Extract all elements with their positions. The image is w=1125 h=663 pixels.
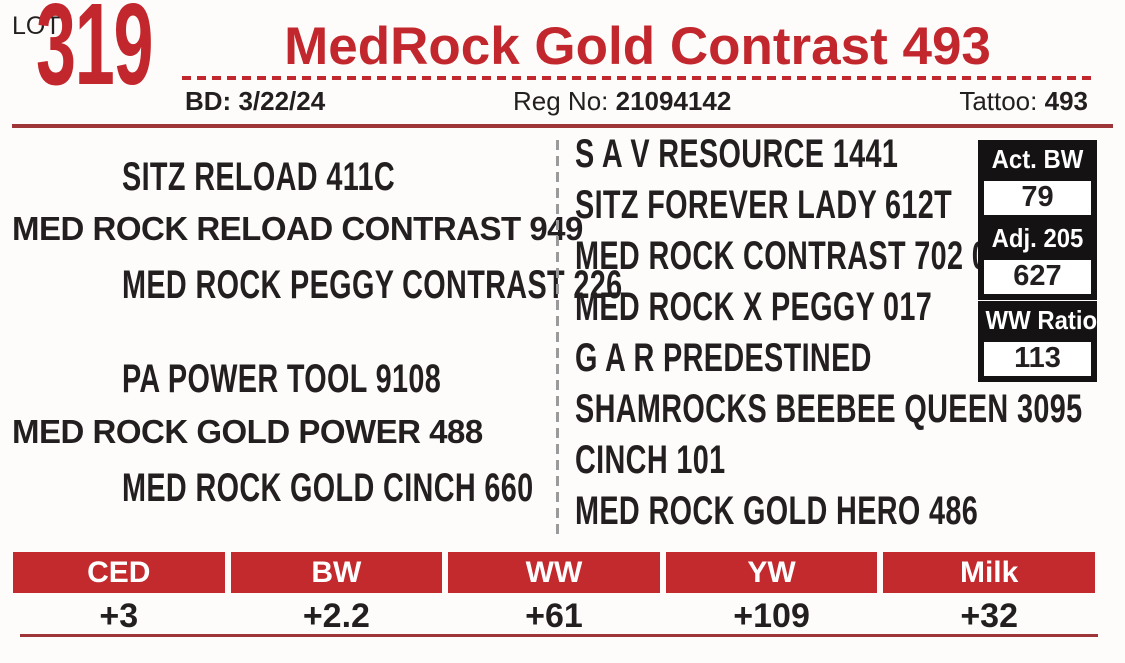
- pedigree-ancestor-8: MED ROCK GOLD HERO 486: [575, 489, 979, 533]
- pedigree-dam-dam: MED ROCK GOLD CINCH 660: [122, 466, 534, 510]
- epd-column-bw: BW +2.2: [230, 552, 443, 636]
- registration-number: Reg No: 21094142: [513, 86, 731, 117]
- page-title: MedRock Gold Contrast 493: [284, 17, 991, 76]
- stat-box-adjusted-205: Adj. 205 627: [978, 219, 1097, 301]
- tattoo-value: 493: [1044, 86, 1088, 116]
- epd-value: +3: [99, 597, 139, 635]
- pedigree-ancestor-4: MED ROCK X PEGGY 017: [575, 285, 933, 329]
- epd-column-milk: Milk +32: [883, 552, 1095, 636]
- pedigree-ancestor-3: MED ROCK CONTRAST 702 091: [575, 234, 1021, 278]
- birthdate: BD: 3/22/24: [185, 86, 325, 117]
- reg-no-value: 21094142: [615, 86, 732, 116]
- epd-header: CED: [13, 552, 225, 593]
- lot-label: LOT: [12, 12, 61, 40]
- pedigree-ancestor-2: SITZ FOREVER LADY 612T: [575, 183, 953, 227]
- epd-value: +32: [960, 597, 1019, 635]
- epd-column-yw: YW +109: [665, 552, 878, 636]
- epd-column-ced: CED +3: [13, 552, 225, 636]
- epd-header: Milk: [883, 552, 1095, 593]
- birthdate-label: BD:: [185, 86, 232, 116]
- pedigree-dam-sire: PA POWER TOOL 9108: [122, 357, 442, 401]
- header-rule: [12, 124, 1113, 128]
- tattoo: Tattoo: 493: [959, 86, 1088, 117]
- stat-label: Adj. 205: [991, 223, 1084, 253]
- pedigree-sire: MED ROCK RELOAD CONTRAST 949: [12, 210, 583, 247]
- epd-value: +109: [733, 597, 810, 635]
- epd-header: BW: [230, 552, 443, 593]
- stat-value: 79: [981, 178, 1094, 219]
- pedigree-ancestor-7: CINCH 101: [575, 438, 726, 482]
- stat-label: Act. BW: [991, 144, 1084, 174]
- birthdate-value: 3/22/24: [238, 86, 326, 116]
- pedigree-sire-sire: SITZ RELOAD 411C: [122, 155, 396, 199]
- pedigree-dam: MED ROCK GOLD POWER 488: [12, 413, 483, 450]
- pedigree-divider: [556, 140, 559, 538]
- lot-number: 319: [36, 0, 154, 109]
- epd-header: WW: [448, 552, 660, 593]
- epd-table: CED +3 BW +2.2 WW +61 YW +109 Milk +32: [13, 552, 1095, 636]
- stat-box-ww-ratio: WW Ratio 113: [978, 301, 1098, 383]
- stat-box-actual-birthweight: Act. BW 79: [978, 140, 1097, 222]
- pedigree-ancestor-5: G A R PREDESTINED: [575, 336, 872, 380]
- pedigree-sire-dam: MED ROCK PEGGY CONTRAST 226: [122, 263, 623, 307]
- epd-value: +61: [525, 597, 583, 635]
- tattoo-label: Tattoo:: [959, 86, 1038, 116]
- epd-column-ww: WW +61: [448, 552, 660, 636]
- title-dashed-rule: [182, 76, 1094, 80]
- stat-value: 627: [981, 257, 1094, 298]
- stat-label: WW Ratio: [985, 305, 1098, 335]
- footer-rule: [20, 634, 1098, 637]
- pedigree-ancestor-1: S A V RESOURCE 1441: [575, 132, 899, 176]
- stat-value: 113: [981, 339, 1094, 380]
- reg-no-label: Reg No:: [513, 86, 609, 116]
- epd-header: YW: [665, 552, 878, 593]
- pedigree-ancestor-6: SHAMROCKS BEEBEE QUEEN 3095: [575, 387, 1083, 431]
- epd-value: +2.2: [302, 597, 370, 635]
